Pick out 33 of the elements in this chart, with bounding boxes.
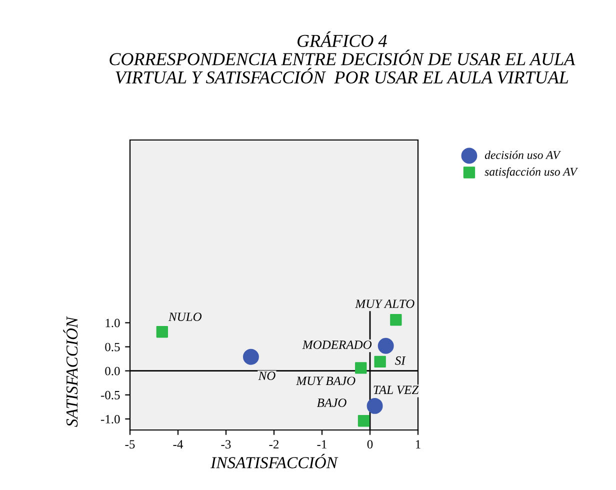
annotation: MODERADO (302, 340, 372, 349)
y-tick-label: -0.5 (100, 390, 120, 400)
point (374, 356, 386, 368)
point (355, 362, 367, 374)
y-tick-label: 0.0 (105, 366, 120, 376)
point (390, 314, 402, 326)
annotation: MUY ALTO (355, 300, 414, 308)
annotation: TAL VEZ (374, 386, 419, 394)
chart-title: GRÁFICO 4 CORRESPONDENCIA ENTRE DECISIÓN DE USAR EL AULA VIRTUAL Y SATISFACCIÓN POR USAR EL AULA VIRTUAL (110, 31, 576, 84)
annotation: NO (258, 372, 276, 380)
x-tick-label: 1 (416, 440, 420, 448)
x-tick-label: 0 (367, 440, 373, 449)
y-tick-label: 0.5 (105, 342, 120, 352)
point (156, 326, 168, 338)
annotation: MUY BAJO (296, 376, 356, 386)
y-tick-label: -1.0 (100, 414, 120, 424)
y-tick-label: 1.0 (106, 318, 120, 328)
point (358, 415, 370, 427)
x-tick-label: -5 (125, 440, 135, 449)
point (366, 398, 383, 414)
x-axis-title: INSATISFACCIÓN (210, 454, 338, 468)
x-tick-label: -2 (269, 440, 279, 448)
legend-label: satisfacción uso AV (484, 167, 578, 178)
x-tick-label: -3 (221, 440, 231, 449)
annotation: BAJO (316, 398, 346, 407)
x-tick-label: -4 (173, 440, 184, 448)
annotation: SI (395, 356, 406, 365)
point (378, 338, 394, 354)
legend-label: decisión uso AV (484, 150, 561, 160)
point (242, 348, 259, 365)
x-tick-label: -1 (317, 440, 326, 448)
annotation: NULO (168, 312, 202, 322)
y-axis-title: SATISFACCIÓN (63, 316, 78, 427)
